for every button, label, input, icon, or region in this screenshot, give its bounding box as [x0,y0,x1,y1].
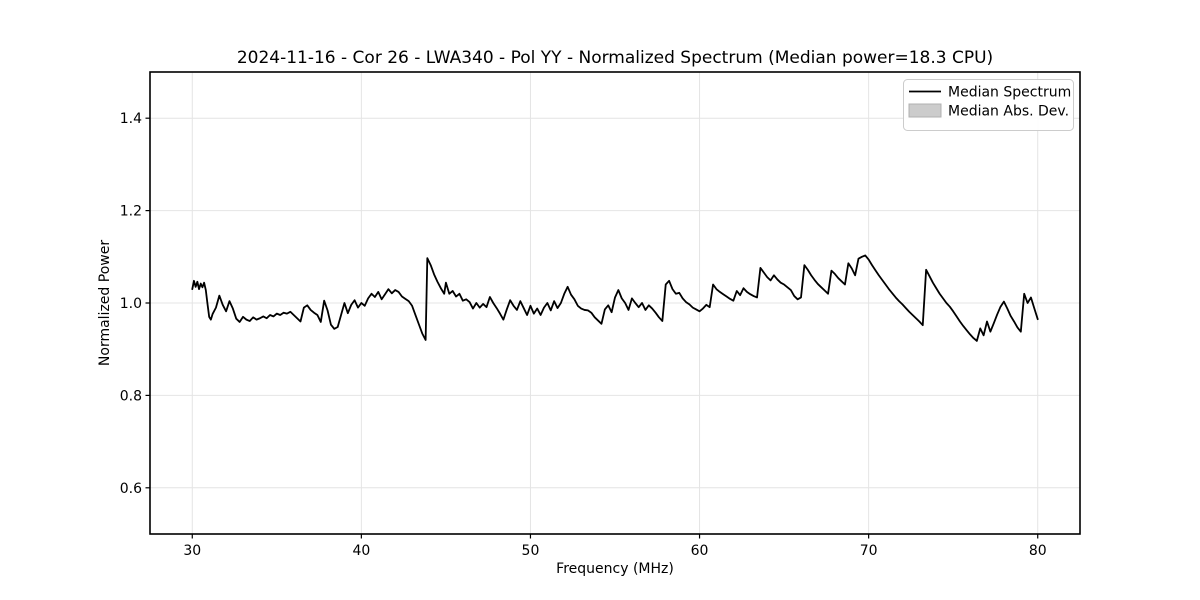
y-tick-label: 0.6 [120,481,142,497]
x-axis-label: Frequency (MHz) [556,561,674,577]
median-spectrum-line [191,254,1039,342]
x-tick-label: 80 [1029,543,1047,559]
median-spectrum-polyline [191,254,1039,342]
x-tick-label: 70 [860,543,878,559]
x-tick-label: 30 [183,543,201,559]
legend-patch-sample [908,103,942,118]
y-tick-label: 0.8 [120,388,142,404]
legend: Median Spectrum Median Abs. Dev. [903,79,1074,131]
y-tick-label: 1.2 [120,204,142,220]
axis-tick-labels: 30 40 50 60 70 80 0.6 0.8 1.0 1.2 1.4 [120,111,1047,559]
x-tick-label: 60 [691,543,709,559]
y-tick-label: 1.4 [120,111,142,127]
legend-label-median-abs-dev: Median Abs. Dev. [948,104,1069,120]
axis-ticks [145,117,1039,539]
y-tick-label: 1.0 [120,296,142,312]
grid-lines [150,72,1080,534]
plot-frame [149,71,1081,535]
legend-box [903,79,1074,131]
chart-title: 2024-11-16 - Cor 26 - LWA340 - Pol YY - … [237,48,993,68]
x-tick-label: 50 [522,543,540,559]
y-axis-label: Normalized Power [97,240,113,366]
x-tick-label: 40 [352,543,370,559]
legend-label-median-spectrum: Median Spectrum [948,85,1071,101]
